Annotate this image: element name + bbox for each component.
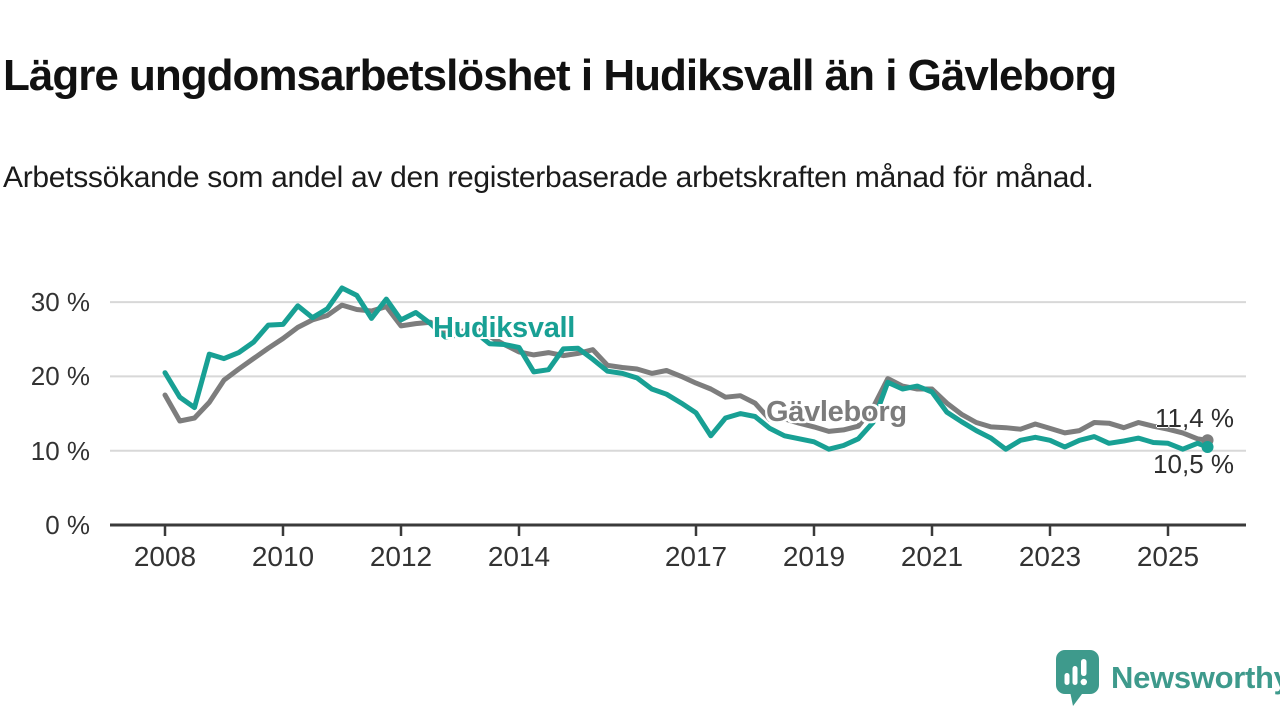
line-hudiksvall (162, 285, 1210, 452)
y-tick-label: 20 % (30, 361, 90, 392)
chart-subtitle: Arbetssökande som andel av den registerb… (3, 161, 1094, 194)
y-tick-label: 10 % (30, 435, 90, 466)
newsworthy-logo-icon (1054, 649, 1100, 707)
page-title: Lägre ungdomsarbetslöshet i Hudiksvall ä… (3, 51, 1117, 101)
newsworthy-logo-text: Newsworthy (1111, 660, 1280, 695)
y-tick-label: 30 % (30, 287, 90, 318)
x-tick-label: 2012 (369, 541, 433, 572)
end-value-hudiksvall: 10,5 % (1153, 449, 1234, 479)
x-tick-label: 2017 (664, 541, 728, 572)
x-tick-label: 2025 (1136, 541, 1200, 572)
x-tick-label: 2021 (900, 541, 964, 572)
x-tick-label: 2019 (782, 541, 846, 572)
end-value-gavleborg: 11,4 % (1154, 403, 1234, 433)
line-gävleborg (162, 302, 1210, 443)
series-label-gavleborg: Gävleborg (766, 396, 907, 428)
newsworthy-logo[interactable]: Newsworthy (1054, 649, 1280, 707)
series-label-hudiksvall: Hudiksvall (433, 312, 576, 344)
end-dot-hudiksvall (1201, 440, 1214, 453)
x-tick-label: 2008 (133, 541, 197, 572)
x-tick-label: 2014 (487, 541, 551, 572)
y-tick-label: 0 % (45, 510, 90, 540)
x-tick-label: 2010 (251, 541, 315, 572)
x-tick-label: 2023 (1018, 541, 1082, 572)
